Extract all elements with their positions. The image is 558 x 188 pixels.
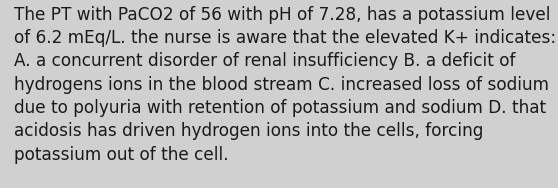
Text: The PT with PaCO2 of 56 with pH of 7.28, has a potassium level
of 6.2 mEq/L. the: The PT with PaCO2 of 56 with pH of 7.28,… <box>14 6 556 164</box>
